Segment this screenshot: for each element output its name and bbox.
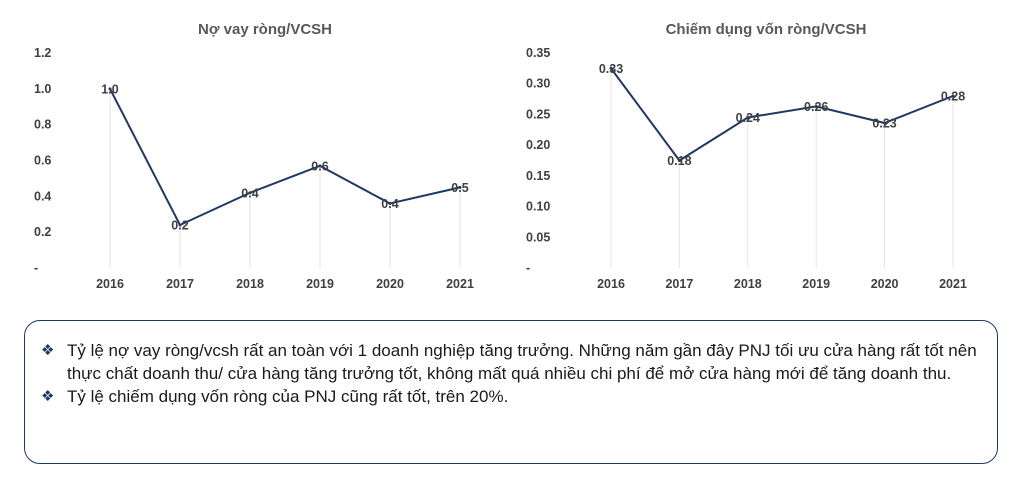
chart-title: Nợ vay ròng/VCSH [198, 21, 332, 38]
chart-net-debt-to-equity: Nợ vay ròng/VCSH - 0.2 0.4 0.6 0.8 1.0 1.2 2016 2… [0, 0, 512, 310]
data-point [108, 87, 112, 91]
y-tick-label: 0.10 [526, 200, 550, 214]
chart-title: Chiếm dụng vốn ròng/VCSH [666, 21, 867, 38]
data-point [883, 121, 887, 125]
data-label: 0.33 [599, 62, 623, 76]
x-tick-label: 2020 [376, 277, 404, 291]
line-chart-svg: Chiếm dụng vốn ròng/VCSH - 0.05 0.10 0.15 0.2… [526, 21, 967, 291]
y-tick-label: - [34, 261, 38, 275]
x-tick-label: 2020 [871, 277, 899, 291]
data-label: 0.5 [451, 181, 468, 195]
commentary-text: Tỷ lệ chiếm dụng vốn ròng của PNJ cũng r… [67, 387, 509, 406]
y-tick-label: 0.8 [34, 118, 51, 132]
data-label: 1.0 [101, 82, 118, 96]
x-tick-label: 2017 [665, 277, 693, 291]
y-tick-label: 0.25 [526, 107, 550, 121]
diamond-bullet-icon: ❖ [41, 388, 55, 405]
data-point [458, 185, 462, 189]
data-point [388, 202, 392, 205]
data-point [677, 159, 681, 162]
x-tick-label: 2019 [306, 277, 334, 291]
diamond-bullet-icon: ❖ [41, 342, 55, 359]
data-point [178, 223, 182, 227]
line-chart-svg: Nợ vay ròng/VCSH - 0.2 0.4 0.6 0.8 1.0 1.2 2016 2… [34, 21, 474, 291]
commentary-text: Tỷ lệ nợ vay ròng/vcsh rất an toàn với 1… [67, 341, 977, 383]
y-tick-label: 0.6 [34, 154, 51, 168]
x-tick-label: 2018 [734, 277, 762, 291]
data-label: 0.26 [804, 100, 828, 114]
series-line [610, 67, 954, 162]
x-tick-label: 2021 [939, 277, 967, 291]
y-tick-label: 0.2 [34, 225, 51, 239]
data-point [248, 191, 252, 195]
x-tick-label: 2016 [597, 277, 625, 291]
data-label: 0.18 [667, 154, 691, 168]
x-tick-label: 2018 [236, 277, 264, 291]
y-tick-label: 0.30 [526, 77, 550, 91]
x-tick-label: 2016 [96, 277, 124, 291]
chart-net-appropriated-capital-to-equity: Chiếm dụng vốn ròng/VCSH - 0.05 0.10 0.15 0.2… [512, 0, 1024, 310]
data-point [609, 66, 613, 70]
y-tick-label: 0.20 [526, 138, 550, 152]
x-tick-label: 2017 [166, 277, 194, 291]
data-label: 0.4 [241, 186, 258, 200]
y-tick-label: 0.15 [526, 169, 550, 183]
y-tick-label: 0.4 [34, 189, 51, 203]
data-point [746, 116, 750, 119]
x-tick-label: 2021 [446, 277, 474, 291]
data-label: 0.28 [941, 90, 965, 104]
commentary-box: ❖ Tỷ lệ nợ vay ròng/vcsh rất an toàn với… [24, 320, 998, 464]
data-point [951, 94, 955, 98]
data-label: 0.2 [171, 219, 188, 233]
data-label: 0.4 [381, 197, 398, 211]
x-tick-label: 2019 [802, 277, 830, 291]
commentary-item: ❖ Tỷ lệ nợ vay ròng/vcsh rất an toàn với… [41, 339, 977, 385]
data-point [318, 164, 322, 168]
data-label: 0.23 [872, 117, 896, 131]
commentary-item: ❖ Tỷ lệ chiếm dụng vốn ròng của PNJ cũng… [41, 385, 977, 408]
data-label: 0.6 [311, 159, 328, 173]
y-tick-label: 1.0 [34, 82, 51, 96]
data-label: 0.24 [736, 111, 760, 125]
y-tick-label: 1.2 [34, 46, 51, 60]
series-line [109, 88, 461, 227]
y-tick-label: 0.35 [526, 46, 550, 60]
data-point [814, 104, 818, 108]
y-tick-label: - [526, 261, 530, 275]
y-tick-label: 0.05 [526, 230, 550, 244]
